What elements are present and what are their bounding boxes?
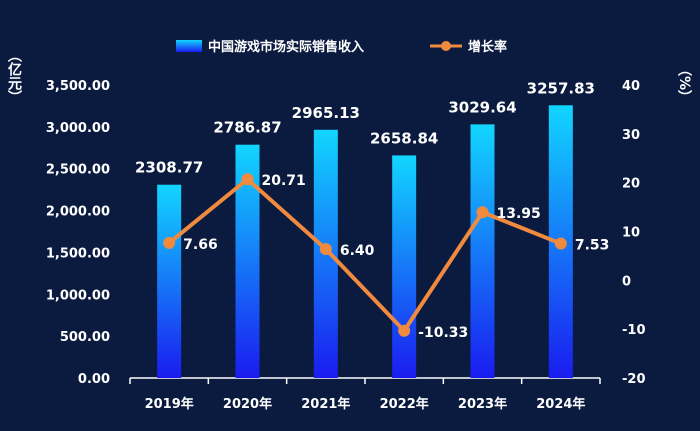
y-left-tick-label: 1,000.00 xyxy=(46,288,110,303)
x-tick-label: 2019年 xyxy=(145,396,194,412)
x-tick-label: 2022年 xyxy=(380,396,429,412)
y-left-tick-label: 2,000.00 xyxy=(46,205,110,220)
data-labels: 2308.77 2786.87 2965.13 2658.84 3029.64 3257.… xyxy=(135,79,609,341)
y-left-tick-label: 3,500.00 xyxy=(46,79,110,94)
y-right-tick-label: 10 xyxy=(622,226,640,241)
y-left-tick-label: 2,500.00 xyxy=(46,163,110,178)
bar xyxy=(157,184,182,378)
bar-value-label: 2965.13 xyxy=(292,104,360,122)
rate-polyline xyxy=(167,177,562,333)
rate-point xyxy=(163,236,176,249)
y-left-tick-label: 0.00 xyxy=(78,372,110,387)
rate-value-label: 20.71 xyxy=(262,173,306,189)
bar-value-label: 2308.77 xyxy=(135,159,203,177)
y-left-tick-label: 500.00 xyxy=(60,330,110,345)
legend-line-marker xyxy=(441,41,451,51)
y-right-unit: （%） xyxy=(676,62,693,104)
rate-value-label: -10.33 xyxy=(418,325,468,341)
rate-value-label: 7.66 xyxy=(183,237,218,253)
y-left-tick-label: 3,000.00 xyxy=(46,121,110,136)
y-right-tick-label: 30 xyxy=(622,128,640,143)
y-right-tick-label: -20 xyxy=(622,372,646,387)
y-left-unit: （亿元） xyxy=(6,48,23,104)
x-tick-label: 2020年 xyxy=(223,396,272,412)
y-right-tick-label: 20 xyxy=(622,177,640,192)
legend-bar-swatch xyxy=(176,40,202,52)
legend-line-label: 增长率 xyxy=(468,39,507,55)
rate-point xyxy=(476,206,489,219)
bar xyxy=(392,155,417,378)
rate-value-label: 7.53 xyxy=(575,238,610,254)
y-right-tick-label: -10 xyxy=(622,323,646,338)
bar-value-label: 2658.84 xyxy=(370,129,438,147)
rate-value-label: 6.40 xyxy=(340,243,375,259)
legend: 中国游戏市场实际销售收入 增长率 xyxy=(176,39,507,55)
y-left-tick-label: 1,500.00 xyxy=(46,246,110,261)
bar-value-label: 3029.64 xyxy=(448,98,516,116)
x-tick-label: 2023年 xyxy=(458,396,507,412)
y-right-tick-label: 40 xyxy=(622,79,640,94)
axes: 2019年 2020年 2021年 2022年 2023年 2024年 0.00 500.00… xyxy=(46,79,646,412)
bars xyxy=(157,105,573,379)
y-right-tick-label: 0 xyxy=(622,274,631,289)
rate-point xyxy=(554,237,567,250)
x-tick-label: 2021年 xyxy=(301,396,350,412)
bar-value-label: 3257.83 xyxy=(527,79,595,97)
rate-point xyxy=(241,173,254,186)
rate-point xyxy=(319,243,332,256)
rate-value-label: 13.95 xyxy=(497,206,541,222)
x-tick-label: 2024年 xyxy=(536,396,585,412)
bar-value-label: 2786.87 xyxy=(213,119,281,137)
rate-line xyxy=(163,173,567,337)
rate-point xyxy=(398,324,411,337)
legend-bar-label: 中国游戏市场实际销售收入 xyxy=(208,39,364,55)
bar xyxy=(470,124,495,378)
